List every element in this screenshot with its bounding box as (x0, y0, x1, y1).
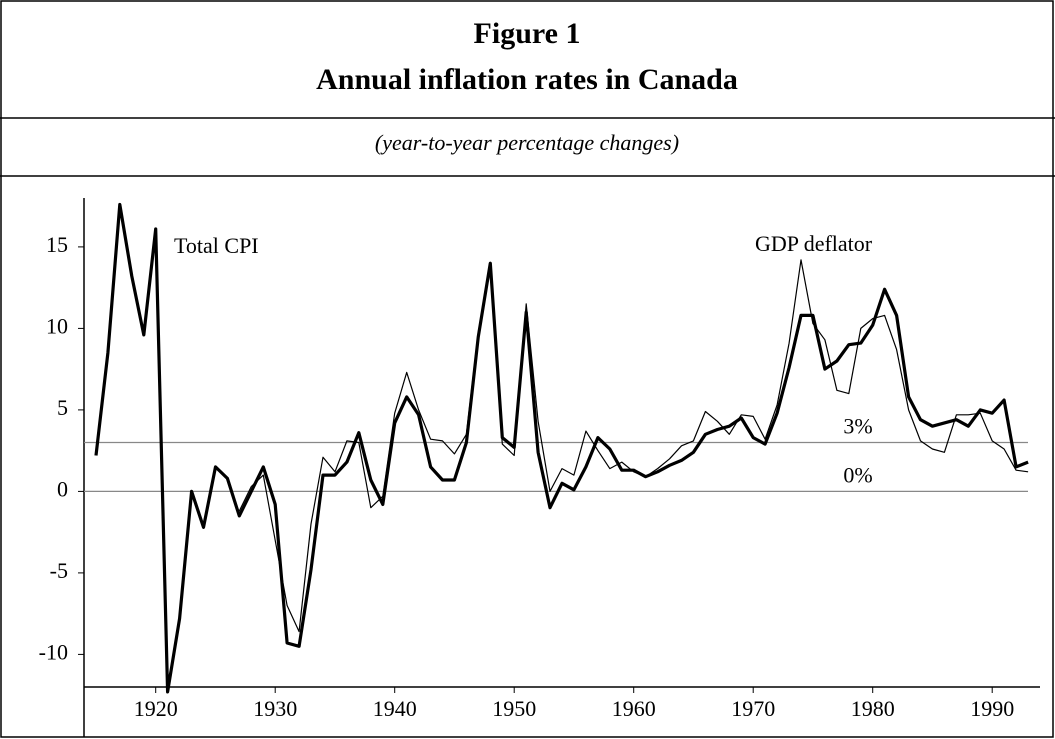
series-label: GDP deflator (755, 231, 873, 256)
chart-subtitle: Annual inflation rates in Canada (316, 63, 738, 96)
y-tick-label: -5 (50, 558, 68, 583)
x-tick-label: 1920 (134, 696, 178, 721)
y-tick-label: 15 (46, 232, 68, 257)
x-tick-label: 1990 (970, 696, 1014, 721)
y-tick-label: 0 (57, 476, 68, 501)
x-tick-label: 1960 (612, 696, 656, 721)
chart-note: (year-to-year percentage changes) (375, 130, 679, 155)
y-tick-label: 5 (57, 395, 68, 420)
y-tick-label: 10 (46, 313, 68, 338)
x-tick-label: 1950 (492, 696, 536, 721)
x-tick-label: 1930 (253, 696, 297, 721)
chart-title: Figure 1 (474, 17, 581, 50)
y-tick-label: -10 (39, 639, 68, 664)
x-tick-label: 1980 (851, 696, 895, 721)
x-tick-label: 1970 (731, 696, 775, 721)
series-line (94, 202, 1029, 694)
series-label: Total CPI (174, 233, 259, 258)
reference-label: 3% (843, 414, 872, 439)
series-line (238, 259, 1029, 633)
x-tick-label: 1940 (373, 696, 417, 721)
reference-label: 0% (843, 462, 872, 487)
